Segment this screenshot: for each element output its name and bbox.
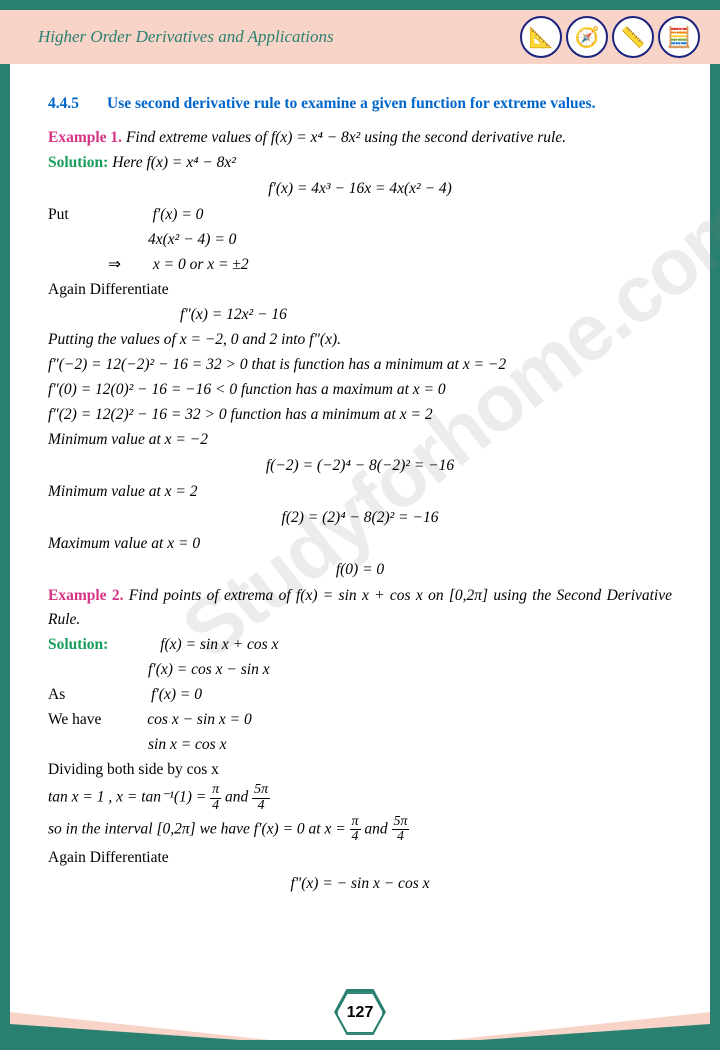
frac-5pi4: 5π4 bbox=[252, 783, 270, 813]
calculator-icon: 🧮 bbox=[658, 16, 700, 58]
compass-icon: 🧭 bbox=[566, 16, 608, 58]
min-neg2-val: f(−2) = (−2)⁴ − 8(−2)² = −16 bbox=[48, 454, 672, 478]
min-2-val: f(2) = (2)⁴ − 8(2)² = −16 bbox=[48, 506, 672, 530]
example1-statement: Example 1. Find extreme values of f(x) =… bbox=[48, 126, 672, 150]
footer-decor-left-inner bbox=[10, 1024, 240, 1040]
page-content: 4.4.5 Use second derivative rule to exam… bbox=[0, 64, 720, 896]
frac-pi4: π4 bbox=[210, 783, 221, 813]
check-2: f″(2) = 12(2)² − 16 = 32 > 0 function ha… bbox=[48, 403, 672, 427]
example2-label: Example 2. bbox=[48, 587, 124, 604]
section-heading: 4.4.5 Use second derivative rule to exam… bbox=[48, 92, 672, 116]
eq-fpp1: f″(x) = 12x² − 16 bbox=[48, 303, 672, 327]
section-number: 4.4.5 bbox=[48, 92, 79, 116]
wehave-row: We have cos x − sin x = 0 bbox=[48, 708, 672, 732]
check-0: f″(0) = 12(0)² − 16 = −16 < 0 function h… bbox=[48, 378, 672, 402]
solution2-label: Solution: bbox=[48, 636, 108, 653]
min-at-neg2: Minimum value at x = −2 bbox=[48, 428, 672, 452]
roots-row: ⇒ x = 0 or x = ±2 bbox=[48, 253, 672, 277]
max-0-val: f(0) = 0 bbox=[48, 558, 672, 582]
as-row: As f′(x) = 0 bbox=[48, 683, 672, 707]
eq2-fpp: f″(x) = − sin x − cos x bbox=[48, 872, 672, 896]
eq2-sin-eq-cos: sin x = cos x bbox=[48, 733, 672, 757]
check-neg2: f″(−2) = 12(−2)² − 16 = 32 > 0 that is f… bbox=[48, 353, 672, 377]
solution1-line: Solution: Here f(x) = x⁴ − 8x² bbox=[48, 151, 672, 175]
put-row: Put f′(x) = 0 bbox=[48, 203, 672, 227]
ruler-icon: 📏 bbox=[612, 16, 654, 58]
example2-statement: Example 2. Find points of extrema of f(x… bbox=[48, 584, 672, 632]
section-title: Use second derivative rule to examine a … bbox=[107, 92, 672, 116]
tan-line: tan x = 1 , x = tan⁻¹(1) = π4 and 5π4 bbox=[48, 783, 672, 813]
dividing: Dividing both side by cos x bbox=[48, 758, 672, 782]
geometry-icon: 📐 bbox=[520, 16, 562, 58]
interval-line: so in the interval [0,2π] we have f′(x) … bbox=[48, 815, 672, 845]
example1-label: Example 1. bbox=[48, 129, 122, 146]
putting-values: Putting the values of x = −2, 0 and 2 in… bbox=[48, 328, 672, 352]
solution2-row: Solution: f(x) = sin x + cos x bbox=[48, 633, 672, 657]
frac-5pi4-b: 5π4 bbox=[392, 815, 410, 845]
header-bar: Higher Order Derivatives and Application… bbox=[0, 0, 720, 64]
again-diff1: Again Differentiate bbox=[48, 278, 672, 302]
min-at-2: Minimum value at x = 2 bbox=[48, 480, 672, 504]
header-icons: 📐 🧭 📏 🧮 bbox=[520, 16, 700, 58]
footer-decor-right-inner bbox=[480, 1024, 710, 1040]
again-diff2: Again Differentiate bbox=[48, 846, 672, 870]
solution1-label: Solution: bbox=[48, 154, 108, 171]
eq-fprime: f′(x) = 4x³ − 16x = 4x(x² − 4) bbox=[48, 177, 672, 201]
eq2-fprime: f′(x) = cos x − sin x bbox=[48, 658, 672, 682]
max-at-0: Maximum value at x = 0 bbox=[48, 532, 672, 556]
eq-factor: 4x(x² − 4) = 0 bbox=[48, 228, 672, 252]
frac-pi4-b: π4 bbox=[350, 815, 361, 845]
footer: 127 bbox=[10, 990, 710, 1040]
chapter-title: Higher Order Derivatives and Application… bbox=[38, 27, 334, 47]
